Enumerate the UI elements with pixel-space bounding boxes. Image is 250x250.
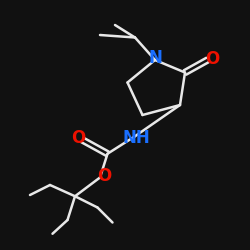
Text: N: N (148, 49, 162, 67)
Text: NH: NH (122, 129, 150, 147)
Text: O: O (98, 167, 112, 185)
Text: O: O (205, 50, 219, 68)
Text: O: O (71, 129, 85, 147)
